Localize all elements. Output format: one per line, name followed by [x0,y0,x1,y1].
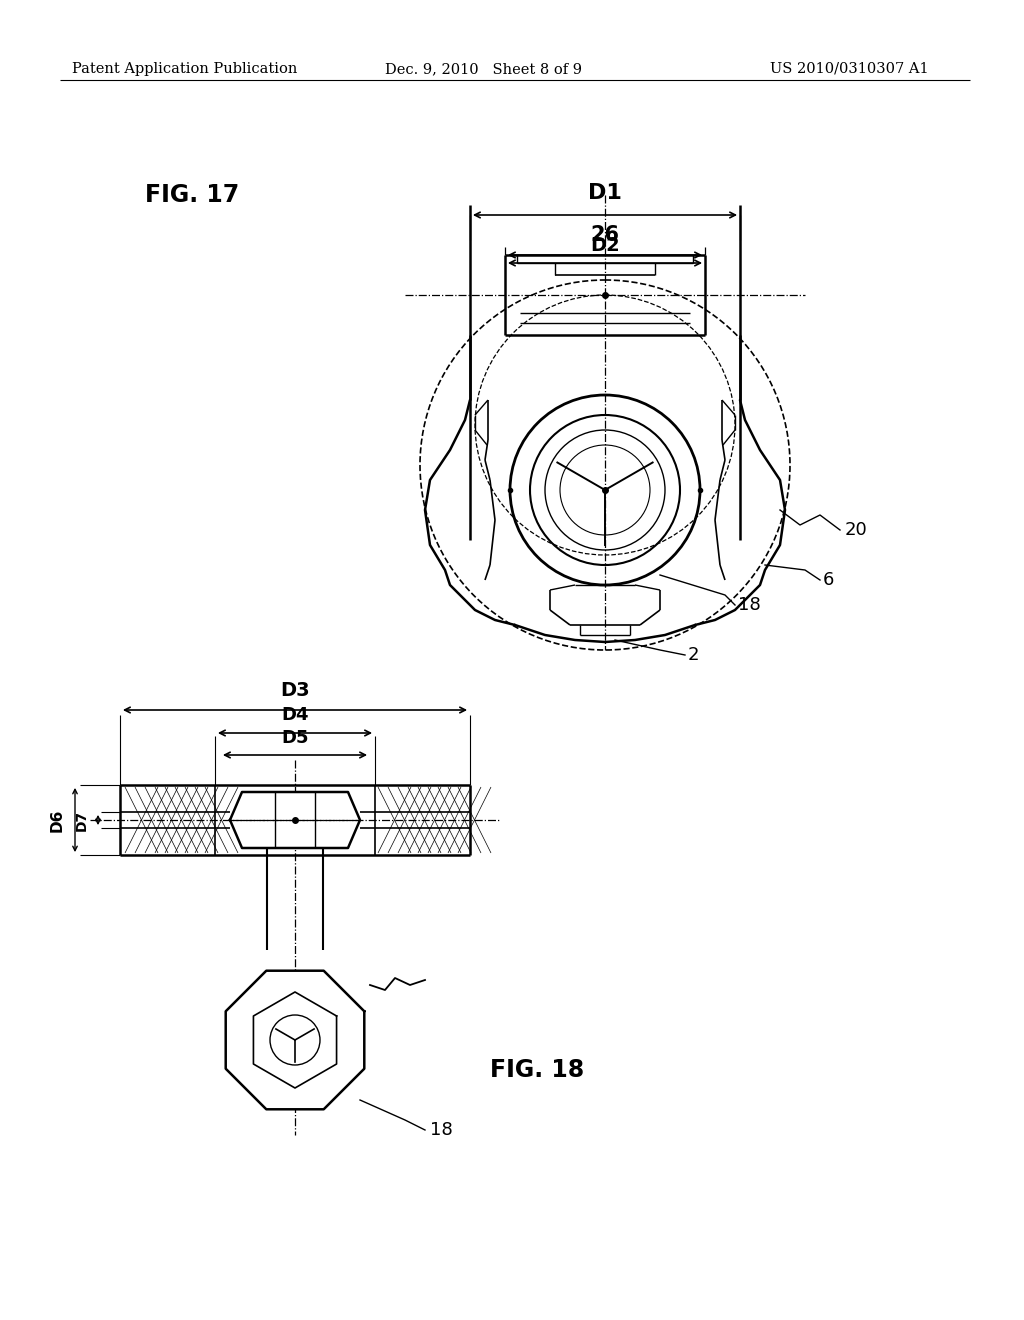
Text: 20: 20 [845,521,867,539]
Text: D3: D3 [281,681,310,700]
Text: US 2010/0310307 A1: US 2010/0310307 A1 [770,62,929,77]
Text: FIG. 18: FIG. 18 [490,1059,585,1082]
Text: Patent Application Publication: Patent Application Publication [72,62,297,77]
Text: FIG. 17: FIG. 17 [145,183,240,207]
Text: 6: 6 [823,572,835,589]
Text: D6: D6 [50,808,65,832]
Polygon shape [225,970,365,1109]
Text: 2: 2 [688,645,699,664]
Text: 18: 18 [738,597,761,614]
Text: Dec. 9, 2010   Sheet 8 of 9: Dec. 9, 2010 Sheet 8 of 9 [385,62,582,77]
Text: D2: D2 [590,236,620,255]
Text: 18: 18 [430,1121,453,1139]
Text: D7: D7 [75,809,89,830]
Polygon shape [230,792,360,847]
Text: D5: D5 [282,729,309,747]
Text: 26: 26 [591,224,620,246]
Text: D1: D1 [588,183,622,203]
Text: D4: D4 [282,706,309,723]
